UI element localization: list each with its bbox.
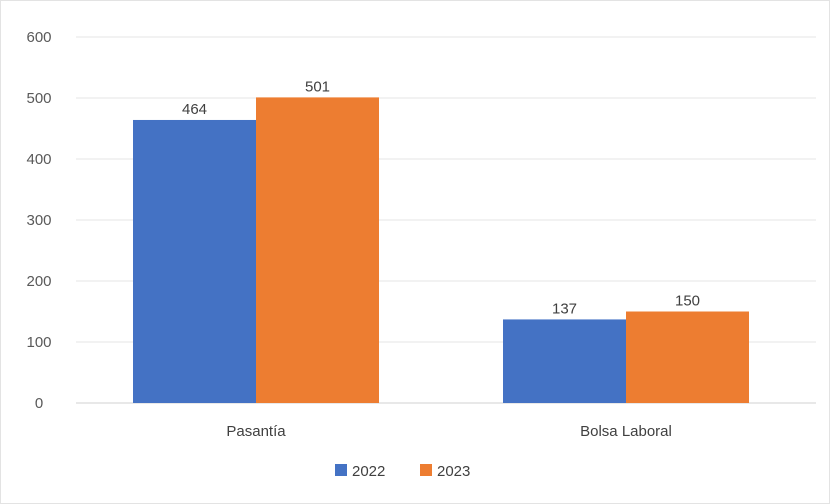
- legend-swatch-2022: [335, 464, 347, 476]
- y-tick-label: 300: [26, 212, 51, 229]
- data-label: 464: [182, 101, 207, 118]
- y-axis: 0 100 200 300 400 500 600: [26, 29, 51, 412]
- x-axis: Pasantía Bolsa Laboral: [226, 423, 671, 440]
- legend-swatch-2023: [420, 464, 432, 476]
- y-tick-label: 600: [26, 29, 51, 46]
- x-category-label: Bolsa Laboral: [580, 423, 672, 440]
- bars: [133, 97, 749, 404]
- y-tick-label: 400: [26, 151, 51, 168]
- bar-2022-1: [133, 119, 256, 404]
- data-labels: 464 501 137 150: [182, 78, 700, 317]
- y-tick-label: 100: [26, 334, 51, 351]
- legend: 2022 2023: [335, 463, 470, 480]
- y-tick-label: 0: [35, 395, 43, 412]
- x-category-label: Pasantía: [226, 423, 286, 440]
- data-label: 150: [675, 293, 700, 310]
- bar-2023-1: [256, 97, 379, 403]
- data-label: 501: [305, 78, 330, 95]
- bar-2022-2: [503, 319, 626, 403]
- legend-label-2023: 2023: [437, 463, 470, 480]
- y-tick-label: 200: [26, 273, 51, 290]
- data-label: 137: [552, 300, 577, 317]
- legend-label-2022: 2022: [352, 463, 385, 480]
- bar-2023-2: [626, 311, 749, 403]
- y-tick-label: 500: [26, 90, 51, 107]
